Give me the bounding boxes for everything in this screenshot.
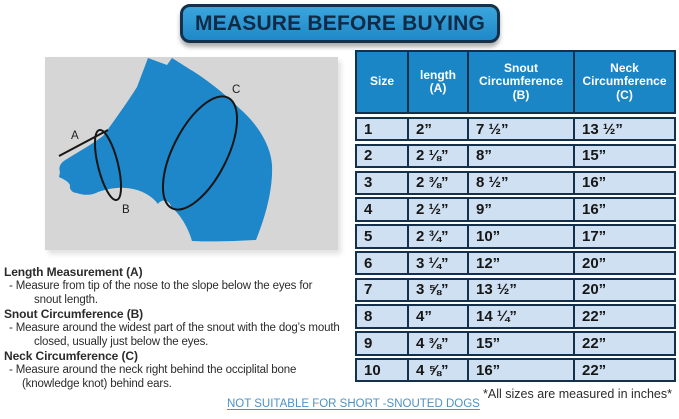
cell-neck: 15”	[582, 147, 607, 165]
neck-circumference-ellipse-c	[161, 95, 239, 211]
cell-neck: 16”	[582, 201, 607, 219]
cell-neck: 17”	[582, 227, 607, 245]
cell-length: 2 ¾”	[409, 226, 469, 247]
units-footnote: *All sizes are measured in inches*	[483, 387, 672, 401]
header-banner: MEASURE BEFORE BUYING	[180, 4, 500, 43]
label-c: C	[232, 84, 240, 96]
cell-snout: 16”	[469, 360, 575, 381]
cell-neck: 22”	[582, 334, 607, 352]
table-row: 5 2 ¾” 10” 17”	[355, 224, 676, 249]
cell-neck: 13 ½”	[582, 120, 623, 138]
cell-snout: 7 ½”	[469, 119, 575, 140]
table-row: 1 2” 7 ½” 13 ½”	[355, 117, 676, 142]
cell-size: 9	[357, 333, 409, 354]
cell-snout: 8 ½”	[469, 172, 575, 193]
table-row: 2 2 ⅛” 8” 15”	[355, 143, 676, 169]
snout-note-line: closed, usually just below the eyes.	[34, 336, 209, 348]
cell-length: 2 ⅜”	[409, 172, 469, 193]
cell-length: 2 ½”	[409, 199, 469, 220]
cell-neck: 22”	[582, 308, 607, 326]
header-cell-length: length (A)	[409, 52, 469, 112]
dog-measurement-figure: A B C	[45, 57, 338, 250]
table-row: 6 3 ¼” 12” 20”	[355, 250, 676, 276]
cell-snout: 8”	[469, 145, 575, 167]
cell-snout: 10”	[469, 226, 575, 247]
snout-note-line: - Measure around the widest part of the …	[9, 322, 340, 334]
cell-length: 4”	[409, 306, 469, 327]
cell-snout: 12”	[469, 252, 575, 274]
snout-circumference-ellipse-b	[93, 128, 123, 202]
size-table-header: Size length (A) Snout Circumference (B) …	[355, 50, 676, 114]
size-table-body: 1 2” 7 ½” 13 ½” 2 2 ⅛” 8” 15” 3 2 ⅜” 8 ½…	[355, 117, 676, 383]
cell-length: 2”	[409, 119, 469, 140]
cell-size: 1	[357, 119, 409, 140]
cell-size: 7	[357, 279, 409, 301]
measurement-instructions: Length Measurement (A) - Measure from ti…	[4, 265, 354, 391]
label-b: B	[122, 204, 130, 216]
table-row: 3 2 ⅜” 8 ½” 16”	[355, 170, 676, 195]
table-row: 9 4 ⅜” 15” 22”	[355, 331, 676, 356]
cell-size: 4	[357, 199, 409, 220]
not-suitable-warning: NOT SUITABLE FOR SHORT -SNOUTED DOGS	[227, 398, 480, 410]
length-note-line: - Measure from tip of the nose to the sl…	[9, 280, 313, 292]
cell-length: 2 ⅛”	[409, 145, 469, 167]
header-cell-size: Size	[357, 52, 409, 112]
label-a: A	[71, 130, 79, 142]
banner-title: MEASURE BEFORE BUYING	[194, 11, 486, 35]
table-row: 8 4” 14 ¼” 22”	[355, 304, 676, 329]
header-cell-snout: Snout Circumference (B)	[469, 52, 575, 112]
cell-neck: 22”	[582, 361, 607, 379]
cell-size: 6	[357, 252, 409, 274]
cell-size: 5	[357, 226, 409, 247]
cell-neck: 16”	[582, 174, 607, 192]
cell-neck: 20”	[582, 254, 607, 272]
size-table: Size length (A) Snout Circumference (B) …	[355, 50, 676, 383]
cell-length: 3 ¼”	[409, 252, 469, 274]
cell-snout: 9”	[469, 199, 575, 220]
table-row: 7 3 ⅝” 13 ½” 20”	[355, 277, 676, 303]
neck-heading: Neck Circumference (C)	[4, 349, 138, 363]
table-row: 10 4 ⅝” 16” 22”	[355, 358, 676, 383]
neck-note-line: (knowledge knot) behind ears.	[22, 378, 172, 390]
length-measure-line-a	[58, 129, 109, 157]
length-note-line: snout length.	[34, 294, 98, 306]
cell-length: 4 ⅝”	[409, 360, 469, 381]
cell-neck: 20”	[582, 281, 607, 299]
cell-size: 3	[357, 172, 409, 193]
neck-note-line: - Measure around the neck right behind t…	[9, 364, 297, 376]
cell-length: 3 ⅝”	[409, 279, 469, 301]
cell-snout: 15”	[469, 333, 575, 354]
header-cell-neck: Neck Circumference (C)	[582, 60, 667, 102]
cell-size: 2	[357, 145, 409, 167]
cell-snout: 14 ¼”	[469, 306, 575, 327]
dog-silhouette	[59, 58, 273, 242]
cell-length: 4 ⅜”	[409, 333, 469, 354]
table-row: 4 2 ½” 9” 16”	[355, 197, 676, 222]
snout-heading: Snout Circumference (B)	[4, 307, 144, 321]
length-heading: Length Measurement (A)	[4, 265, 143, 279]
dog-head-diagram: A B C	[58, 58, 273, 242]
cell-size: 8	[357, 306, 409, 327]
cell-snout: 13 ½”	[469, 279, 575, 301]
cell-size: 10	[357, 360, 409, 381]
